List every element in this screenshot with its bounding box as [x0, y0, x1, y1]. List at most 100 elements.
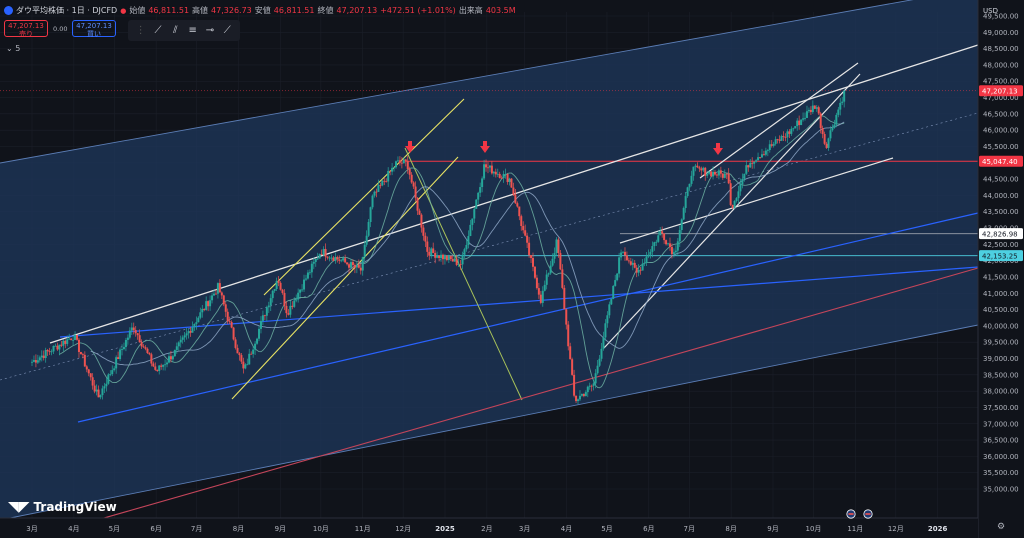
candle	[83, 354, 86, 367]
trend-line-yellow-lower	[231, 156, 459, 400]
candle	[594, 373, 597, 384]
candle	[680, 219, 683, 231]
candle	[156, 369, 159, 371]
candle	[825, 143, 828, 148]
candle	[657, 235, 660, 242]
candle	[256, 338, 259, 344]
time-tick-label: 4月	[68, 525, 79, 533]
tradingview-mark-icon: ◥◤	[8, 499, 30, 515]
time-tick-label: 10月	[313, 525, 329, 533]
candle	[813, 105, 816, 109]
candle	[361, 257, 364, 271]
candle	[406, 160, 409, 169]
candle	[101, 388, 104, 396]
symbol-header: ダウ平均株価 · 1日 · DJCFD ● 始値 46,811.51 高値 47,3…	[4, 5, 516, 16]
pen-tool-icon[interactable]: ⟋	[223, 24, 231, 36]
candle	[124, 339, 127, 348]
candle	[496, 173, 499, 175]
fib-tool-icon[interactable]: ≡	[188, 24, 197, 36]
candle	[295, 299, 298, 301]
candle	[258, 328, 261, 339]
candle	[821, 128, 824, 135]
candle	[355, 264, 358, 268]
candle	[766, 150, 769, 151]
buy-button[interactable]: 47,207.13 買い	[72, 20, 116, 38]
drag-handle-icon[interactable]: ⋮	[135, 24, 146, 36]
candle	[596, 365, 599, 374]
candle	[616, 273, 619, 281]
candle	[715, 174, 718, 176]
price-tag-label: 42,153.25	[982, 252, 1018, 260]
indicators-toggle[interactable]: ⌄ 5	[6, 44, 20, 53]
candle	[829, 130, 832, 139]
time-tick-label: 7月	[191, 525, 202, 533]
candle	[314, 258, 317, 262]
candle	[50, 351, 53, 353]
candle	[42, 355, 45, 359]
candle	[723, 173, 726, 178]
candle	[136, 333, 139, 336]
candle	[786, 131, 789, 138]
parallel-channel-tool-icon[interactable]: ⫽	[173, 24, 178, 36]
sell-button[interactable]: 47,207.13 売り	[4, 20, 48, 38]
candle	[236, 347, 239, 354]
candle	[209, 300, 212, 307]
candle	[275, 281, 278, 289]
candle	[109, 374, 112, 375]
candle	[819, 113, 822, 129]
trend-line-tool-icon[interactable]: ⟋	[154, 24, 162, 36]
currency-label[interactable]: USD	[983, 7, 998, 15]
candle	[359, 267, 362, 271]
symbol-title[interactable]: ダウ平均株価 · 1日 · DJCFD	[16, 6, 118, 15]
candle	[641, 263, 644, 271]
candle	[488, 165, 491, 168]
candle	[592, 383, 595, 386]
candle	[113, 368, 116, 371]
candle	[557, 239, 560, 253]
time-tick-label: 3月	[26, 525, 37, 533]
candle	[667, 243, 670, 245]
candle	[665, 240, 668, 245]
candle	[228, 321, 231, 322]
candle	[639, 269, 642, 271]
candle	[134, 330, 137, 334]
candle	[167, 356, 170, 363]
candle	[694, 165, 697, 167]
candle	[138, 335, 141, 343]
candle	[580, 394, 583, 396]
candle	[831, 127, 834, 131]
candle	[586, 386, 589, 393]
candle	[95, 389, 98, 392]
price-tick-label: 40,500.00	[983, 306, 1019, 314]
candle	[618, 257, 621, 274]
candle	[459, 264, 462, 266]
candle	[126, 337, 129, 340]
candle	[336, 257, 339, 260]
open-label: 始値	[129, 6, 146, 15]
candle	[303, 279, 306, 290]
candle	[66, 339, 69, 344]
gear-icon[interactable]: ⚙	[997, 522, 1006, 532]
candle	[737, 191, 740, 199]
candle	[539, 294, 542, 303]
price-tick-label: 40,000.00	[983, 322, 1019, 330]
candle	[526, 235, 529, 243]
candle	[833, 124, 836, 128]
candle	[107, 374, 110, 384]
price-tick-label: 37,000.00	[983, 420, 1019, 428]
price-tick-label: 48,000.00	[983, 61, 1019, 69]
candle	[398, 160, 401, 163]
candle	[684, 196, 687, 208]
candle	[52, 345, 55, 352]
candle	[169, 356, 172, 360]
candle	[731, 204, 734, 208]
time-tick-label: 5月	[601, 525, 612, 533]
candle	[428, 251, 431, 256]
candle	[545, 274, 548, 285]
horizontal-ray-tool-icon[interactable]: ⊸	[205, 24, 215, 36]
candle	[259, 320, 262, 329]
candle	[404, 159, 407, 161]
sell-price: 47,207.13	[8, 22, 44, 30]
candle	[185, 333, 188, 336]
